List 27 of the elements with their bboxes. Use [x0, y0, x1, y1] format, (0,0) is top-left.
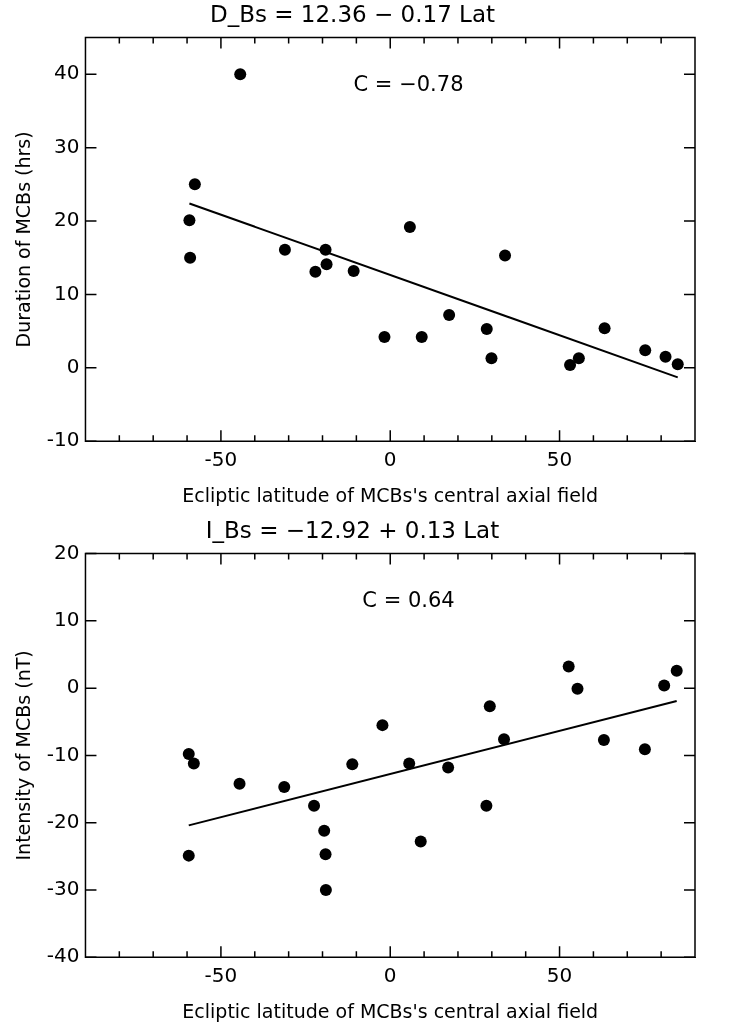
y-tick-label: -30: [46, 876, 80, 901]
y-tick-label: 10: [54, 607, 80, 632]
y-tick-label: 40: [54, 60, 80, 85]
y-axis-title: Duration of MCBs (hrs): [12, 131, 35, 348]
chart-title: I_Bs = −12.92 + 0.13 Lat: [205, 516, 500, 543]
annotation: C = 0.64: [362, 588, 455, 613]
y-tick-label: 20: [54, 207, 80, 232]
x-tick-label: 0: [383, 447, 397, 472]
annotation: C = −0.78: [353, 72, 464, 97]
y-axis-title: Intensity of MCBs (nT): [12, 650, 35, 861]
y-tick-label: -40: [46, 943, 80, 968]
x-tick-label: -50: [204, 963, 238, 988]
x-axis-title: Ecliptic latitude of MCBs's central axial field: [182, 999, 599, 1022]
x-tick-label: 0: [383, 963, 397, 988]
x-tick-label: -50: [204, 447, 238, 472]
y-tick-label: 10: [54, 280, 80, 305]
y-tick-label: 20: [54, 539, 80, 564]
y-tick-label: 0: [66, 354, 80, 379]
x-tick-label: 50: [546, 447, 573, 472]
y-tick-label: 0: [66, 674, 80, 699]
x-axis-title: Ecliptic latitude of MCBs's central axial field: [182, 483, 599, 506]
y-tick-label: -10: [46, 741, 80, 766]
x-tick-label: 50: [546, 963, 573, 988]
y-tick-label: 30: [54, 133, 80, 158]
y-tick-label: -20: [46, 808, 80, 833]
y-tick-label: -10: [46, 427, 80, 452]
chart-title: D_Bs = 12.36 − 0.17 Lat: [209, 0, 496, 27]
